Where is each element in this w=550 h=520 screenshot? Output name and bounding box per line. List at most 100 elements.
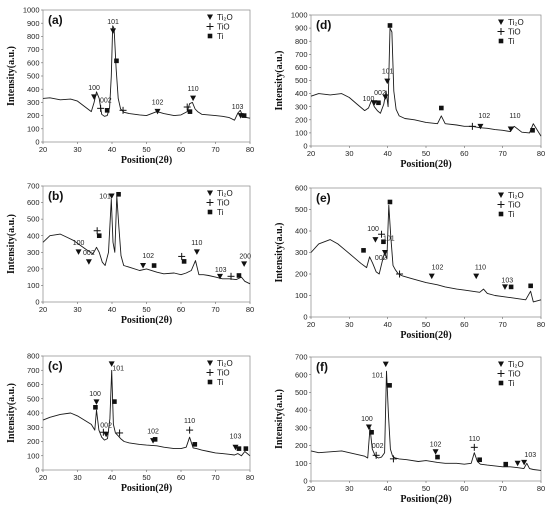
y-tick-label: 700 [27,366,40,375]
y-tick-label: 300 [295,423,308,432]
x-tick-label: 80 [246,473,254,482]
y-tick-label: 700 [27,182,40,191]
peak-label: 100 [361,416,373,423]
peak-marker-triangle [428,273,435,280]
xrd-pattern-line [42,369,251,457]
peak-marker-cross [468,122,476,130]
legend-label: Ti [217,378,224,387]
legend-label: TiO [217,199,230,208]
x-tick-label: 20 [307,149,315,158]
peak-label: 100 [363,96,375,103]
x-tick-label: 40 [383,320,391,329]
peak-label: 101 [382,68,394,75]
y-tick-label: 700 [27,45,40,54]
x-tick-label: 20 [39,305,47,314]
x-tick-label: 70 [498,484,506,493]
legend-label: Ti₂O [217,359,233,368]
y-tick-label: 600 [295,184,308,193]
y-tick-label: 300 [295,102,308,111]
peak-marker-square [387,23,393,28]
legend-marker-triangle [498,361,504,367]
peak-marker-cross [93,227,101,235]
peak-marker-triangle [91,94,98,100]
peak-marker-square [361,248,366,253]
peak-marker-triangle [521,459,528,466]
x-tick-label: 50 [422,149,430,158]
xrd-pattern-line [310,204,542,303]
peak-marker-triangle [365,424,372,430]
legend-label: Ti₂O [217,189,233,198]
peak-label: 100 [367,226,379,233]
x-axis-label: Position(2θ) [121,315,172,326]
y-tick-label: 0 [35,466,39,475]
panel-c: 0 100 200 300 400 500 600 700 800 20 30 40 50 60 70 80 P… [6,352,254,494]
peak-marker-triangle [75,249,82,255]
y-tick-label: 200 [27,437,40,446]
peak-label: 110 [184,418,195,425]
peak-marker-cross [97,104,105,112]
y-tick-label: 100 [295,459,308,468]
x-tick-label: 40 [108,473,116,482]
legend-label: Ti [217,32,224,41]
peak-marker-triangle [108,361,115,367]
y-tick-label: 100 [27,124,40,133]
plot-frame [310,14,542,147]
legend-marker-cross [497,28,505,35]
legend-marker-square [498,38,504,44]
x-tick-label: 50 [422,484,430,493]
y-tick-label: 200 [295,270,308,279]
peak-marker-triangle [371,100,378,106]
peak-marker-cross [227,272,235,280]
y-tick-label: 200 [295,441,308,450]
x-tick-label: 70 [211,145,219,154]
y-tick-label: 800 [295,37,308,46]
legend-label: Ti [508,37,515,46]
y-axis-label: Intensity(a.u.) [274,222,285,282]
x-tick-label: 50 [422,320,430,329]
legend-label: Ti₂O [217,13,233,22]
x-tick-label: 20 [307,320,315,329]
legend-marker-triangle [207,190,213,196]
x-tick-label: 80 [537,320,545,329]
peak-marker-square [241,113,247,118]
peak-label: 100 [89,391,101,398]
panel-label: (c) [48,359,63,373]
peak-label: 102 [430,441,442,448]
y-tick-label: 300 [27,423,40,432]
peak-label: 103 [230,434,242,441]
legend-label: Ti [508,379,515,388]
peak-label: 102 [142,253,154,260]
x-tick-label: 40 [108,305,116,314]
legend-marker-triangle [498,19,504,25]
x-tick-label: 30 [73,145,81,154]
peak-marker-triangle [507,126,514,132]
y-axis-label: Intensity(a.u.) [274,389,285,449]
y-tick-label: 1000 [291,11,308,20]
peak-label: 103 [501,278,513,285]
y-tick-label: 600 [295,63,308,72]
y-tick-label: 500 [295,76,308,85]
peak-marker-triangle [110,28,117,34]
y-tick-label: 600 [295,370,308,379]
x-tick-label: 70 [498,149,506,158]
peak-label: 101 [107,19,119,26]
legend-marker-square [498,211,504,217]
y-tick-label: 500 [295,205,308,214]
panel-d: 0 100 200 300 400 500 600 700 800 900 1000 20 30 40 50… [274,11,545,170]
peak-label: 101 [112,365,124,372]
peak-label: 101 [383,236,395,243]
y-tick-label: 0 [303,313,307,322]
y-tick-label: 900 [295,24,308,33]
y-tick-label: 900 [27,19,40,28]
x-tick-label: 80 [246,305,254,314]
peak-marker-square [530,127,535,133]
y-tick-label: 100 [295,129,308,138]
legend-marker-cross [497,370,505,377]
x-tick-label: 50 [142,305,150,314]
x-axis-label: Position(2θ) [121,483,172,494]
peak-marker-square [116,191,121,197]
y-tick-label: 400 [295,406,308,415]
peak-label: 103 [524,452,536,459]
y-tick-label: 800 [27,352,40,361]
peak-label: 101 [99,193,111,200]
